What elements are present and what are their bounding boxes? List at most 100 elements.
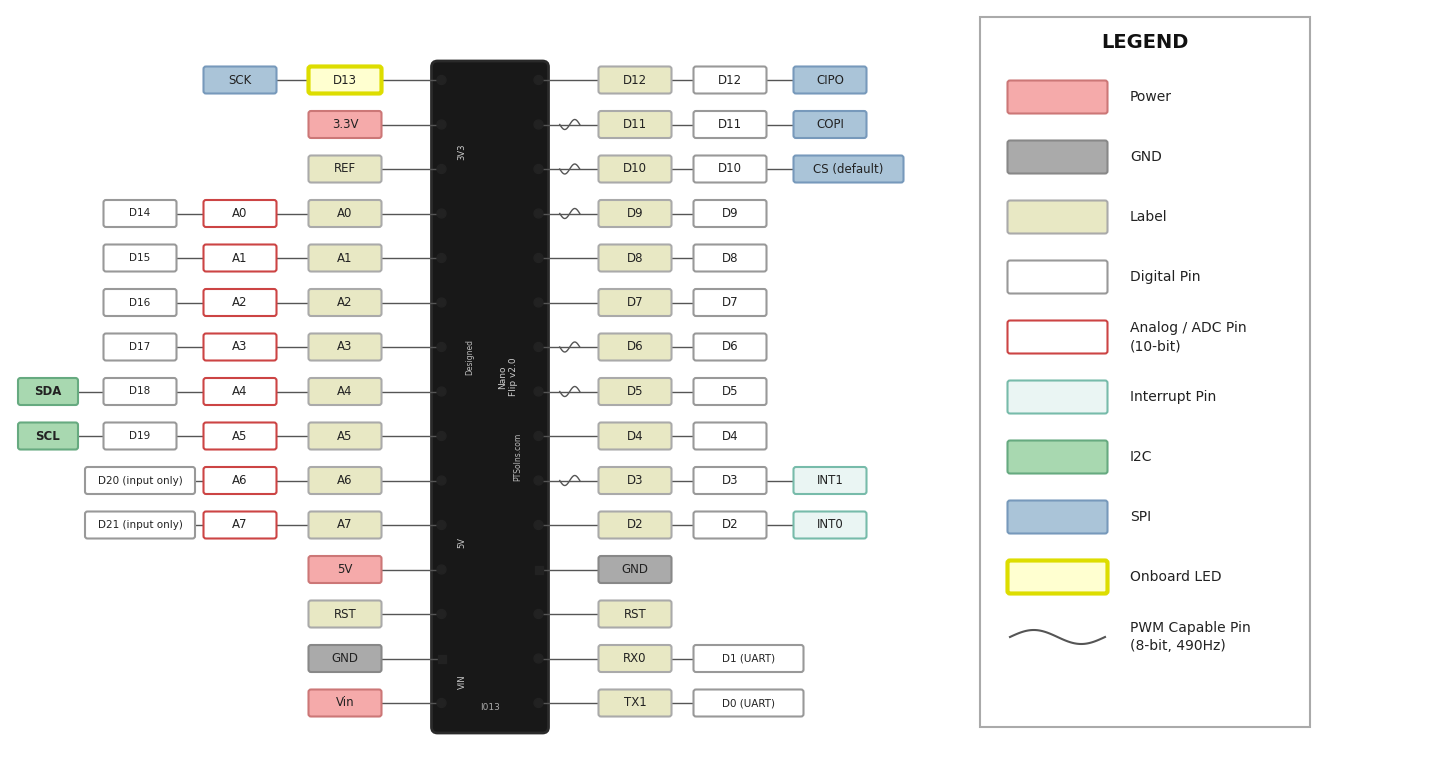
Circle shape xyxy=(436,120,447,129)
FancyBboxPatch shape xyxy=(1007,261,1107,294)
Circle shape xyxy=(436,254,447,262)
FancyBboxPatch shape xyxy=(1007,440,1107,473)
Text: REF: REF xyxy=(334,163,355,176)
Text: RST: RST xyxy=(334,607,357,621)
FancyBboxPatch shape xyxy=(694,423,766,449)
FancyBboxPatch shape xyxy=(308,645,381,672)
Text: 3.3V: 3.3V xyxy=(332,118,358,131)
Text: Power: Power xyxy=(1130,90,1172,104)
Circle shape xyxy=(535,610,543,618)
FancyBboxPatch shape xyxy=(308,156,381,183)
Circle shape xyxy=(436,476,447,485)
Text: PTSolns.com: PTSolns.com xyxy=(513,433,523,481)
FancyBboxPatch shape xyxy=(598,556,672,583)
FancyBboxPatch shape xyxy=(694,334,766,360)
FancyBboxPatch shape xyxy=(204,423,276,449)
FancyBboxPatch shape xyxy=(694,156,766,183)
Text: A1: A1 xyxy=(233,252,247,265)
Text: D0 (UART): D0 (UART) xyxy=(722,698,775,708)
Text: A6: A6 xyxy=(337,474,353,487)
Text: Nano
Flip v2.0: Nano Flip v2.0 xyxy=(499,357,517,397)
FancyBboxPatch shape xyxy=(17,423,78,449)
Text: Digital Pin: Digital Pin xyxy=(1130,270,1201,284)
FancyBboxPatch shape xyxy=(598,245,672,272)
FancyBboxPatch shape xyxy=(204,467,276,494)
FancyBboxPatch shape xyxy=(694,378,766,405)
FancyBboxPatch shape xyxy=(598,378,672,405)
Text: D21 (input only): D21 (input only) xyxy=(98,520,182,530)
FancyBboxPatch shape xyxy=(1007,200,1107,233)
Text: D18: D18 xyxy=(130,387,150,397)
Text: A4: A4 xyxy=(233,385,247,398)
Circle shape xyxy=(436,432,447,440)
Text: RST: RST xyxy=(624,607,646,621)
FancyBboxPatch shape xyxy=(598,67,672,94)
Circle shape xyxy=(535,254,543,262)
FancyBboxPatch shape xyxy=(308,334,381,360)
Circle shape xyxy=(535,699,543,707)
FancyBboxPatch shape xyxy=(694,467,766,494)
FancyBboxPatch shape xyxy=(104,334,176,360)
FancyBboxPatch shape xyxy=(598,156,672,183)
Text: A0: A0 xyxy=(233,207,247,220)
FancyBboxPatch shape xyxy=(204,200,276,227)
FancyBboxPatch shape xyxy=(104,289,176,316)
FancyBboxPatch shape xyxy=(598,645,672,672)
Text: D9: D9 xyxy=(721,207,738,220)
FancyBboxPatch shape xyxy=(1007,140,1107,173)
Text: A2: A2 xyxy=(337,296,353,309)
Text: I2C: I2C xyxy=(1130,450,1153,464)
Text: D6: D6 xyxy=(627,341,643,354)
FancyBboxPatch shape xyxy=(793,512,867,538)
Text: D13: D13 xyxy=(332,74,357,87)
Circle shape xyxy=(535,75,543,84)
Text: (10-bit): (10-bit) xyxy=(1130,339,1182,353)
Text: D3: D3 xyxy=(627,474,643,487)
FancyBboxPatch shape xyxy=(204,334,276,360)
Circle shape xyxy=(436,164,447,173)
Text: D5: D5 xyxy=(721,385,738,398)
Text: A3: A3 xyxy=(337,341,353,354)
Text: LEGEND: LEGEND xyxy=(1101,32,1189,51)
Text: D8: D8 xyxy=(721,252,738,265)
Text: D4: D4 xyxy=(627,430,643,443)
FancyBboxPatch shape xyxy=(694,690,803,716)
Text: D10: D10 xyxy=(623,163,647,176)
Text: D3: D3 xyxy=(721,474,738,487)
Text: SPI: SPI xyxy=(1130,510,1152,524)
FancyBboxPatch shape xyxy=(204,67,276,94)
Text: D10: D10 xyxy=(718,163,741,176)
FancyBboxPatch shape xyxy=(694,200,766,227)
FancyBboxPatch shape xyxy=(432,61,549,733)
Bar xyxy=(535,565,542,574)
Text: D12: D12 xyxy=(623,74,647,87)
FancyBboxPatch shape xyxy=(793,467,867,494)
Text: D15: D15 xyxy=(130,253,150,263)
Text: A4: A4 xyxy=(337,385,353,398)
FancyBboxPatch shape xyxy=(793,156,903,183)
Text: D7: D7 xyxy=(721,296,738,309)
Circle shape xyxy=(535,476,543,485)
Text: A6: A6 xyxy=(233,474,247,487)
FancyBboxPatch shape xyxy=(694,289,766,316)
FancyBboxPatch shape xyxy=(598,601,672,627)
Circle shape xyxy=(535,120,543,129)
Text: A5: A5 xyxy=(233,430,247,443)
Text: A2: A2 xyxy=(233,296,247,309)
FancyBboxPatch shape xyxy=(1007,561,1107,594)
FancyBboxPatch shape xyxy=(1007,501,1107,534)
Text: A5: A5 xyxy=(337,430,353,443)
Circle shape xyxy=(436,343,447,351)
Text: Designed: Designed xyxy=(465,339,474,375)
Text: D11: D11 xyxy=(718,118,743,131)
FancyBboxPatch shape xyxy=(598,423,672,449)
FancyBboxPatch shape xyxy=(308,378,381,405)
FancyBboxPatch shape xyxy=(598,111,672,138)
FancyBboxPatch shape xyxy=(1007,81,1107,114)
FancyBboxPatch shape xyxy=(598,512,672,538)
Text: GND: GND xyxy=(621,563,649,576)
Text: D11: D11 xyxy=(623,118,647,131)
FancyBboxPatch shape xyxy=(17,378,78,405)
Text: D12: D12 xyxy=(718,74,743,87)
Circle shape xyxy=(535,164,543,173)
